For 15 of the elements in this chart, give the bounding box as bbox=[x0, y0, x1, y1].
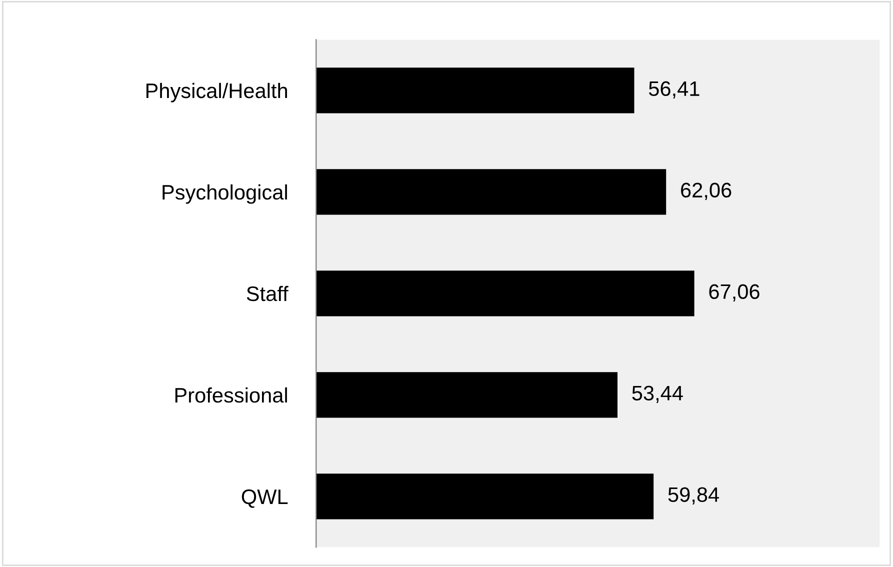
bar bbox=[316, 372, 618, 418]
data-label: 67,06 bbox=[709, 284, 760, 302]
y-tick-label: Psychological bbox=[162, 184, 287, 204]
data-label: 53,44 bbox=[632, 386, 683, 403]
bar bbox=[316, 270, 694, 316]
bar bbox=[316, 169, 666, 215]
bar bbox=[316, 474, 654, 520]
data-label: 62,06 bbox=[681, 182, 732, 200]
y-tick-label: Professional bbox=[175, 387, 287, 403]
y-tick-label: QWL bbox=[242, 489, 288, 508]
y-tick-label: Staff bbox=[246, 286, 288, 302]
y-tick-label: Physical/Health bbox=[146, 82, 287, 102]
bar bbox=[316, 68, 634, 114]
data-label: 59,84 bbox=[668, 487, 719, 504]
data-label: 56,41 bbox=[648, 81, 700, 98]
